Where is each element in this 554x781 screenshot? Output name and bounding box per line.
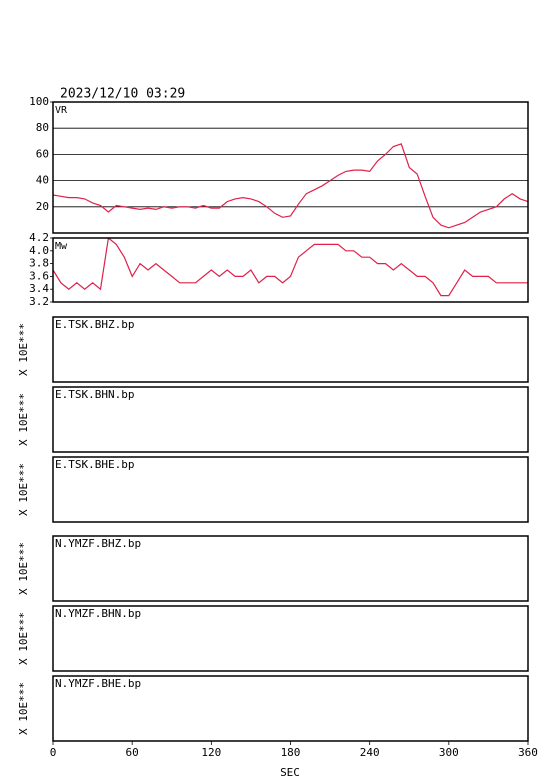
x-tick-label: 120: [201, 746, 221, 759]
trace-ylabel: X 10E***: [17, 682, 30, 735]
y-tick-label: 3.2: [29, 295, 49, 308]
y-tick-label: 60: [36, 147, 49, 160]
trace-frame: [52, 316, 529, 383]
panel-frame: [52, 237, 529, 303]
trace-ylabel: X 10E***: [17, 323, 30, 376]
trace-name: E.TSK.BHZ.bp: [55, 318, 134, 331]
x-axis-label: SEC: [280, 766, 300, 779]
trace-frame: [52, 535, 529, 602]
x-tick-label: 360: [518, 746, 538, 759]
y-tick-label: 80: [36, 121, 49, 134]
trace-name: N.YMZF.BHZ.bp: [55, 537, 141, 550]
x-tick-label: 240: [360, 746, 380, 759]
y-tick-label: 4.0: [29, 244, 49, 257]
y-tick-label: 40: [36, 174, 49, 187]
data-line: [52, 143, 529, 229]
x-tick-label: 0: [50, 746, 57, 759]
trace-name: E.TSK.BHE.bp: [55, 458, 134, 471]
y-tick-label: 100: [29, 95, 49, 108]
x-tick-label: 180: [281, 746, 301, 759]
x-tick-label: 60: [126, 746, 139, 759]
y-tick-label: 3.6: [29, 269, 49, 282]
trace-name: N.YMZF.BHE.bp: [55, 677, 141, 690]
y-tick-label: 3.8: [29, 257, 49, 270]
panel-label: Mw: [55, 241, 68, 252]
y-tick-label: 4.2: [29, 231, 49, 244]
panel-label: VR: [55, 105, 68, 116]
y-tick-label: 20: [36, 200, 49, 213]
trace-ylabel: X 10E***: [17, 463, 30, 516]
data-line: [52, 236, 528, 297]
y-tick-label: 3.4: [29, 282, 49, 295]
x-tick-label: 300: [439, 746, 459, 759]
trace-name: E.TSK.BHN.bp: [55, 388, 134, 401]
trace-frame: [52, 456, 529, 523]
panel-frame: [52, 101, 529, 234]
trace-ylabel: X 10E***: [17, 542, 30, 595]
chart-title: 2023/12/10 03:29: [60, 87, 185, 102]
trace-ylabel: X 10E***: [17, 612, 30, 665]
trace-ylabel: X 10E***: [17, 393, 30, 446]
trace-frame: [52, 386, 529, 453]
trace-frame: [52, 605, 529, 672]
trace-name: N.YMZF.BHN.bp: [55, 607, 141, 620]
